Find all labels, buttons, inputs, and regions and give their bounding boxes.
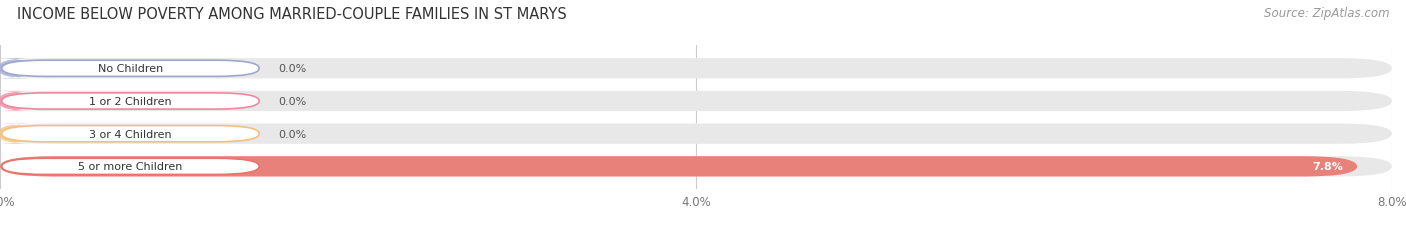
Text: 1 or 2 Children: 1 or 2 Children [89,97,172,106]
FancyBboxPatch shape [0,59,38,79]
Text: 0.0%: 0.0% [278,64,307,74]
FancyBboxPatch shape [0,124,1392,144]
FancyBboxPatch shape [0,124,38,144]
FancyBboxPatch shape [0,157,1357,177]
Text: 3 or 4 Children: 3 or 4 Children [89,129,172,139]
Text: INCOME BELOW POVERTY AMONG MARRIED-COUPLE FAMILIES IN ST MARYS: INCOME BELOW POVERTY AMONG MARRIED-COUPL… [17,7,567,22]
FancyBboxPatch shape [0,157,1392,177]
FancyBboxPatch shape [1,61,259,77]
Text: Source: ZipAtlas.com: Source: ZipAtlas.com [1264,7,1389,20]
FancyBboxPatch shape [1,158,259,175]
FancyBboxPatch shape [1,94,259,109]
Text: 7.8%: 7.8% [1312,162,1343,172]
FancyBboxPatch shape [0,91,1392,112]
FancyBboxPatch shape [1,126,259,142]
Text: 5 or more Children: 5 or more Children [79,162,183,172]
Text: 0.0%: 0.0% [278,97,307,106]
Text: No Children: No Children [98,64,163,74]
FancyBboxPatch shape [0,59,1392,79]
FancyBboxPatch shape [0,91,38,112]
Text: 0.0%: 0.0% [278,129,307,139]
